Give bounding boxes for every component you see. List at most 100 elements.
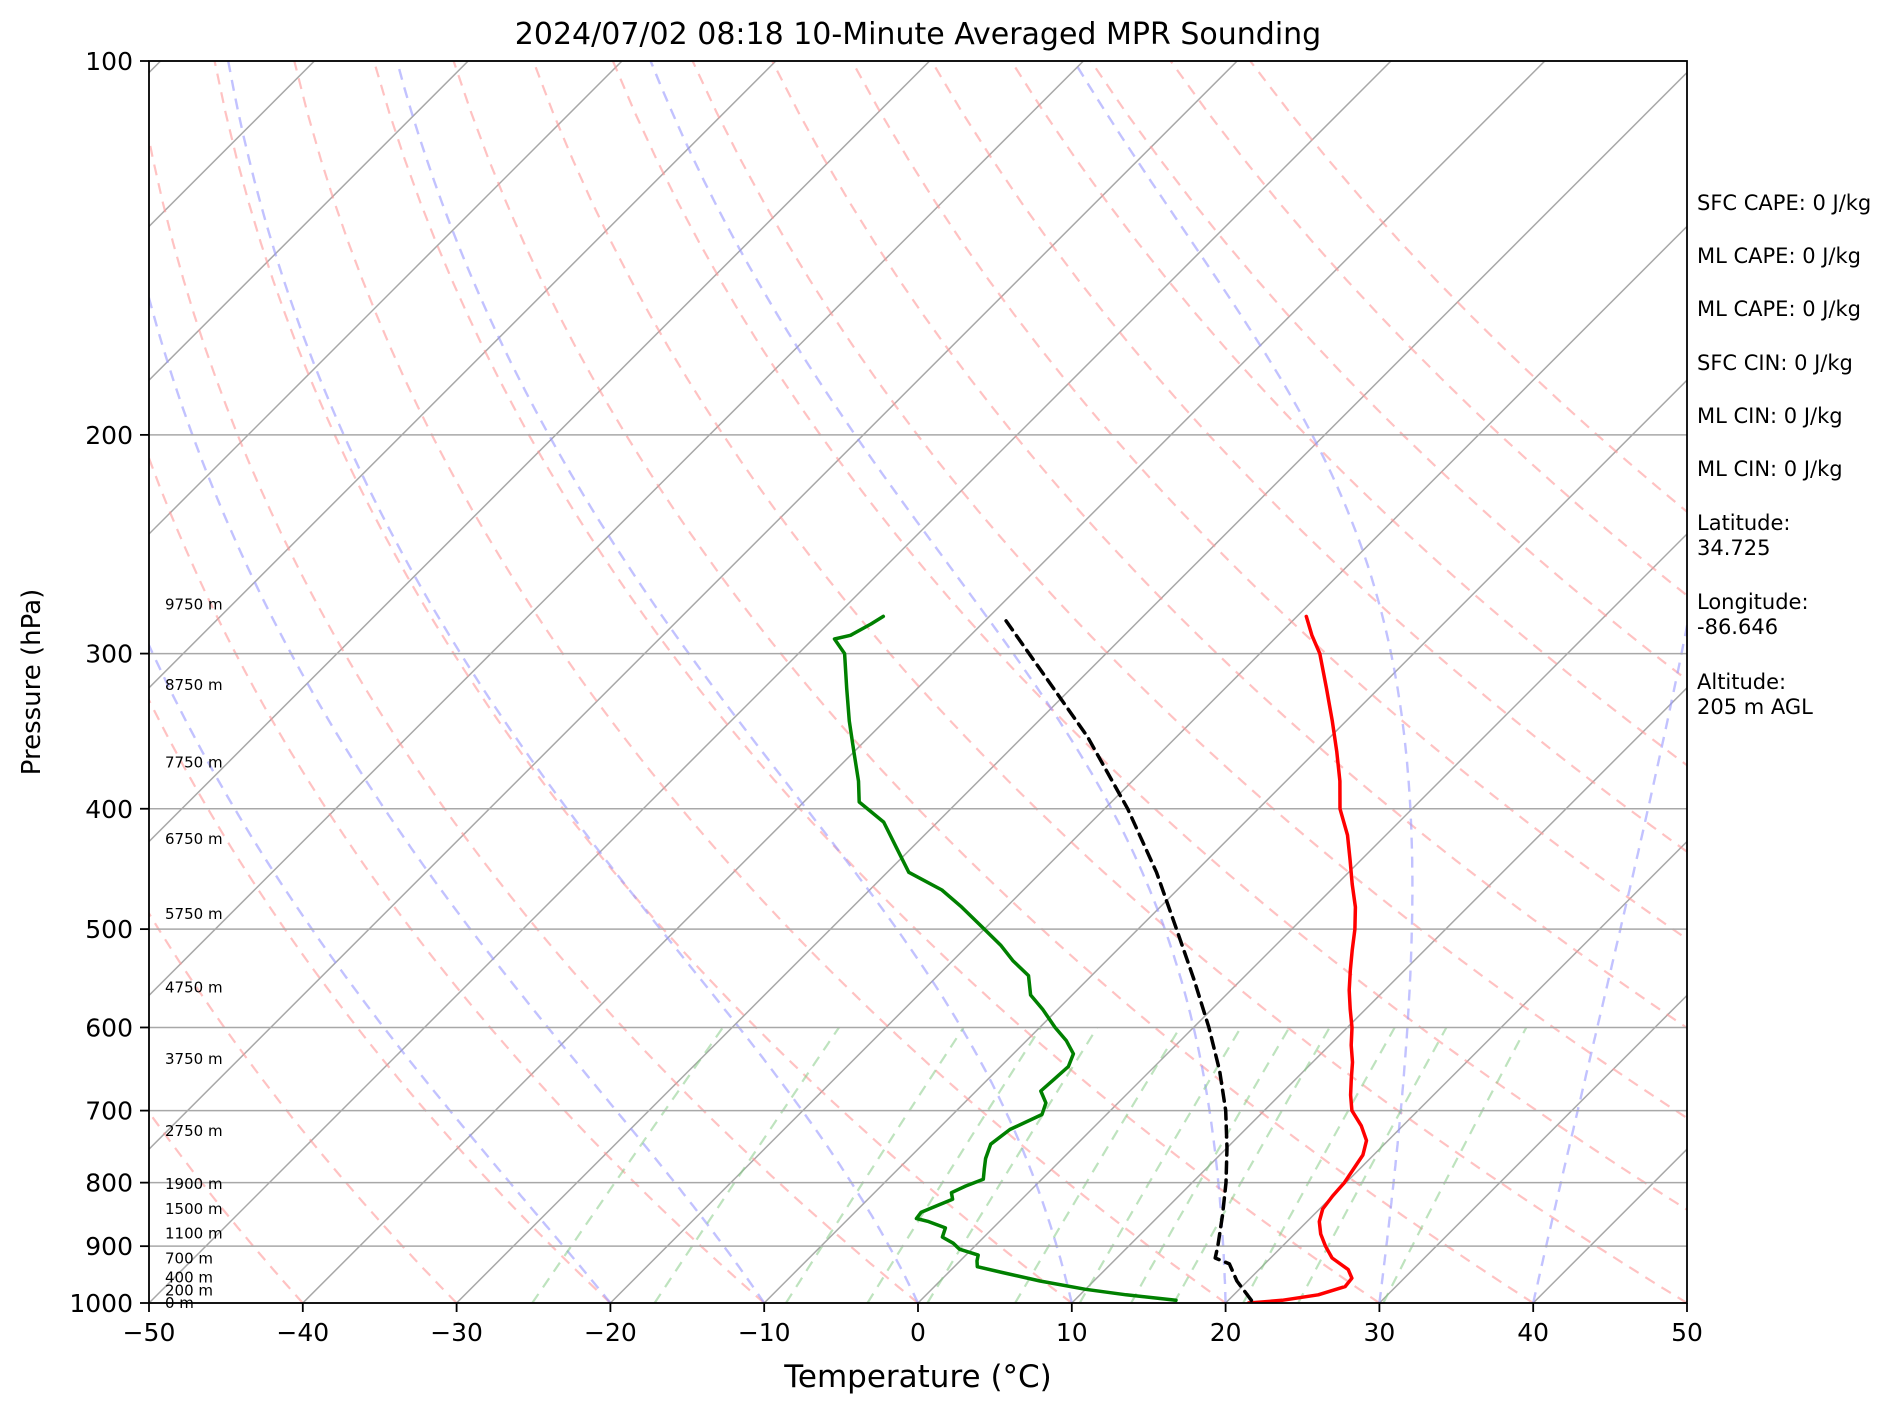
x-axis-ticks: −50 −40 −30 −20 −10 0 10 20 30 40 50 [123,1303,1703,1347]
info-sfc-cin: SFC CIN: 0 J/kg [1697,351,1853,375]
isotherm-line [149,61,1084,997]
x-tick-label: 50 [1671,1318,1703,1347]
dry-adiabat-line [1089,61,1687,682]
height-label: 7750 m [165,753,223,771]
height-label: 6750 m [165,830,223,848]
isotherm-line [149,61,1238,1151]
info-altitude: Altitude: 205 m AGL [1697,670,1813,719]
dry-adiabat-line [611,61,1687,1211]
dry-adiabat-line [293,61,1227,1303]
info-ml-cin-2: ML CIN: 0 J/kg [1697,457,1843,481]
y-tick-label: 800 [85,1169,133,1198]
info-longitude: Longitude: -86.646 [1697,590,1809,639]
dry-adiabat-line [771,61,1687,1030]
x-tick-label: −40 [276,1318,329,1347]
isotherm-line [763,379,1687,1303]
dry-adiabat-line [149,1110,304,1303]
x-tick-label: 20 [1210,1318,1242,1347]
dry-adiabat-line [149,133,919,1303]
mixing-ratio-line [1172,1026,1331,1303]
y-axis-ticks: 1000 900 800 700 600 500 400 300 200 100 [69,47,149,1318]
moist-adiabat-line [1072,61,1414,1303]
y-tick-label: 300 [85,640,133,669]
x-tick-label: 30 [1363,1318,1395,1347]
dry-adiabat-line [372,61,1381,1303]
temperature-line [1246,614,1369,1303]
dry-adiabat-line [1169,61,1687,597]
x-tick-label: 0 [910,1318,926,1347]
y-tick-label: 900 [85,1232,133,1261]
dry-adiabat-line [930,61,1687,854]
x-tick-label: −20 [584,1318,637,1347]
info-ml-cape-2: ML CAPE: 0 J/kg [1697,297,1862,321]
height-label: 9750 m [165,596,223,614]
y-tick-label: 1000 [69,1289,133,1318]
info-sfc-cape: SFC CAPE: 0 J/kg [1697,191,1872,215]
mixing-ratio-line [785,1026,965,1303]
dry-adiabat-line [850,61,1687,941]
height-label: 200 m [165,1281,213,1299]
moist-adiabat-line [149,293,766,1303]
y-tick-label: 600 [85,1013,133,1042]
height-label: 400 m [165,1269,213,1287]
dry-adiabat-line [149,697,612,1303]
x-tick-label: −50 [123,1318,176,1347]
info-latitude: Latitude: 34.725 [1697,511,1791,560]
plot-frame [148,60,1688,1304]
dry-adiabat-line [452,61,1534,1303]
dry-adiabat-line [532,61,1687,1303]
info-ml-cin: ML CIN: 0 J/kg [1697,404,1843,428]
y-tick-label: 200 [85,421,133,450]
y-tick-label: 100 [85,47,133,76]
x-tick-label: −10 [738,1318,791,1347]
pressure-gridlines [149,60,1687,1304]
height-label: 5750 m [165,905,223,923]
height-label: 2750 m [165,1122,223,1140]
x-axis-label: Temperature (°C) [783,1359,1052,1395]
isotherm-line [1225,840,1687,1303]
height-label: 1900 m [165,1175,223,1193]
background-lines [0,61,1687,1303]
height-label: 8750 m [165,676,223,694]
moist-adiabat-line [395,61,1073,1303]
isotherm-line [1071,686,1687,1303]
isotherm-line [609,225,1687,1303]
mixing-ratio-line [866,1026,1042,1303]
moist-adiabat-line [1532,619,1687,1303]
isotherm-line [149,61,623,536]
x-tick-label: 40 [1517,1318,1549,1347]
x-tick-label: 10 [1056,1318,1088,1347]
moist-adiabat-line [649,61,1227,1303]
y-tick-label: 500 [85,915,133,944]
sounding-profiles [832,614,1369,1303]
y-tick-label: 400 [85,795,133,824]
info-ml-cape: ML CAPE: 0 J/kg [1697,244,1862,268]
y-axis-label: Pressure (hPa) [17,589,47,776]
dewpoint-line [832,614,1178,1303]
dry-adiabat-line [149,454,765,1303]
height-label: 700 m [165,1250,213,1268]
chart-title: 2024/07/02 08:18 10-Minute Averaged MPR … [515,17,1321,52]
mixing-ratio-line [653,1026,840,1303]
parcel-path-line [1003,618,1254,1303]
moist-adiabat-line [149,642,612,1303]
isotherm-line [149,61,931,843]
isotherm-line [149,61,1392,1303]
isotherm-line [1378,994,1687,1303]
isotherm-line [302,61,1546,1303]
isotherm-line [456,71,1687,1303]
height-label: 1500 m [165,1200,223,1218]
height-label: 3750 m [165,1050,223,1068]
moist-adiabat-line [227,61,920,1303]
isotherm-line [149,61,777,689]
y-tick-label: 700 [85,1097,133,1126]
height-label: 4750 m [165,978,223,996]
height-label: 1100 m [165,1224,223,1242]
isotherm-line [149,61,315,228]
x-tick-label: −30 [430,1318,483,1347]
isotherm-line [0,61,7,1303]
dry-adiabat-line [213,61,1073,1303]
dry-adiabat-line [691,61,1687,1120]
